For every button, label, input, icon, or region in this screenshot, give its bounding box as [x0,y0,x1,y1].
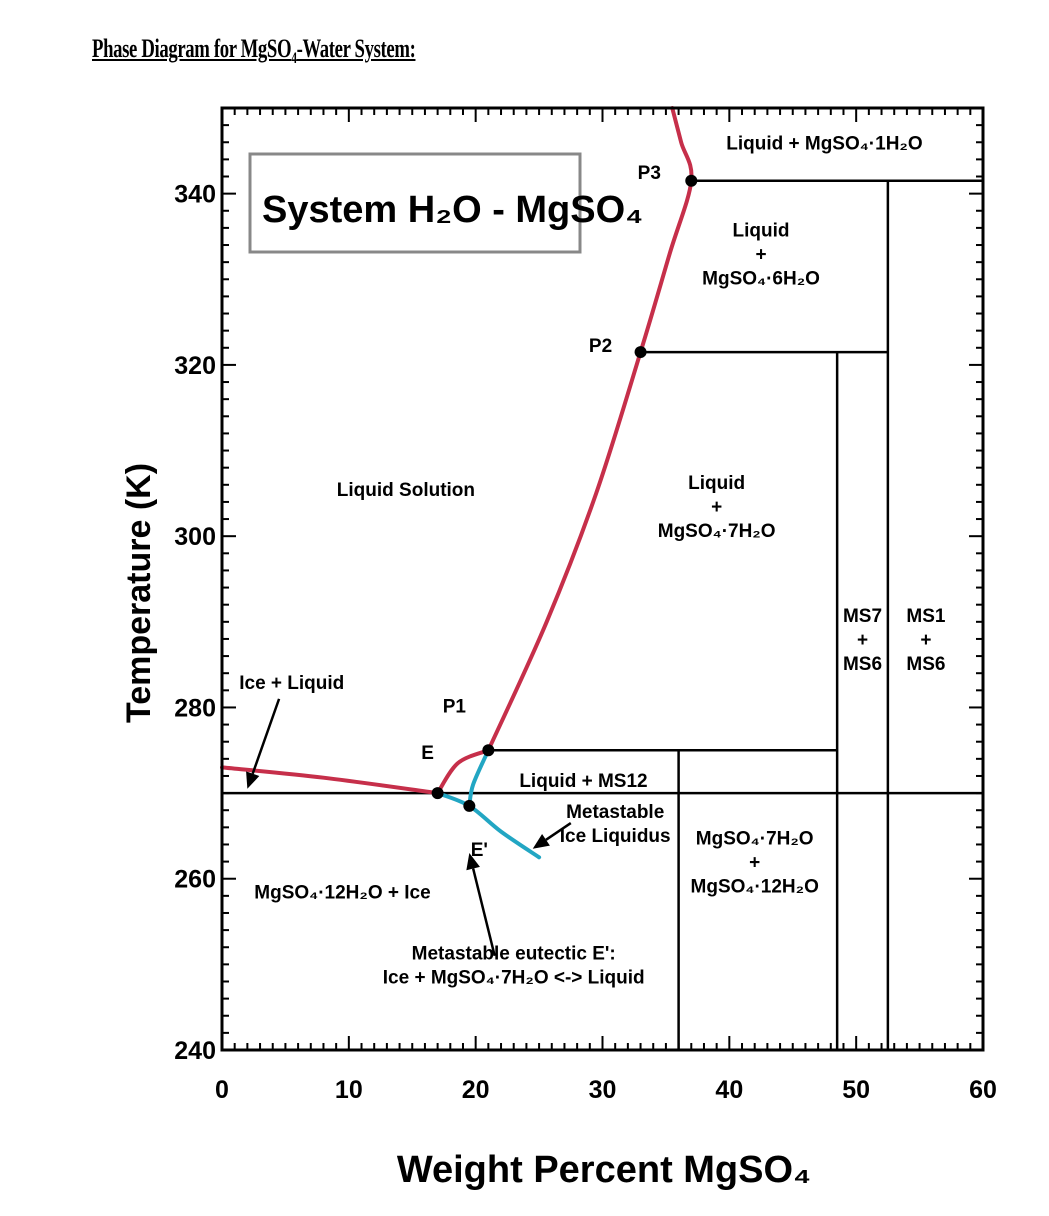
arrow-shaft [251,698,281,775]
region-label: MgSO₄·12H₂O + Ice [254,883,430,904]
region-label-line: + [857,630,868,651]
arrow-head [246,771,260,789]
arrow-shaft [545,822,572,841]
y-tick-label: 260 [174,866,216,894]
point-marker [634,346,647,359]
arrow-shaft [471,868,496,957]
region-label: MS7 + MS6 [843,606,882,675]
region-label-line: MgSO₄·6H₂O [702,269,820,290]
point-label: E [421,743,434,764]
annotation-arrows [246,698,572,957]
region-label-line: Liquid [733,221,790,242]
region-label-line: MgSO₄·12H₂O [691,877,819,898]
region-label-line: + [755,245,766,266]
region-label-line: MS7 [843,606,882,627]
region-label-line: + [711,497,722,518]
y-tick-label: 240 [174,1037,216,1065]
x-tick-label: 20 [462,1076,490,1104]
point-label: P2 [589,336,612,357]
region-label: Liquid Solution [337,480,475,501]
region-label-line: Metastable eutectic E': [412,943,616,964]
y-tick-label: 320 [174,352,216,380]
heading-subscript: 4 [291,50,297,68]
region-label-line: MS6 [843,654,882,675]
point-label: P3 [638,163,661,184]
region-label-line: MgSO₄·7H₂O [696,829,814,850]
region-label-line: Liquid + MgSO₄·1H₂O [726,133,922,154]
page-heading: Phase Diagram for MgSO4-Water System: [92,34,416,68]
region-label: Liquid + MgSO₄·6H₂O [702,221,820,290]
region-label-line: Metastable [566,802,664,823]
region-label: MgSO₄·7H₂O + MgSO₄·12H₂O [691,829,819,898]
region-label-line: MgSO₄·12H₂O + Ice [254,883,430,904]
title-box: System H₂O - MgSO₄ [248,152,643,254]
plot-frame [220,106,985,1052]
x-tick-label: 0 [215,1076,229,1104]
y-axis-label: Temperature (K) [120,463,158,723]
heading-text-end: -Water System: [296,34,416,63]
arrow-head [532,833,550,849]
region-label-line: MS1 [906,606,946,627]
region-label-line: MS6 [906,654,945,675]
x-tick-label: 30 [589,1076,617,1104]
point-marker [482,744,495,757]
metastable-curve [435,791,542,860]
diagram-title: System H₂O - MgSO₄ [262,189,643,231]
y-tick-labels: 240 260 280 300 320 340 [174,181,216,1065]
x-tick-label: 10 [335,1076,363,1104]
region-label: MS1 + MS6 [906,606,946,675]
region-label: Ice + Liquid [239,673,344,694]
liquidus-curve [435,748,491,796]
phase-boundaries [222,179,983,1050]
point-label: E' [471,840,488,861]
x-tick-label: 40 [715,1076,743,1104]
point-label: P1 [443,696,467,717]
x-tick-labels: 0 10 20 30 40 50 60 [215,1076,997,1104]
x-tick-label: 50 [842,1076,870,1104]
region-label-line: Liquid [688,473,745,494]
y-tick-label: 300 [174,523,216,551]
point-marker [463,799,476,812]
point-marker [685,174,698,187]
arrow-head [466,853,480,871]
region-label-line: Liquid + MS12 [519,771,647,792]
region-label-line: Ice + MgSO₄·7H₂O <-> Liquid [383,967,645,988]
region-label-line: MgSO₄·7H₂O [658,521,776,542]
y-tick-label: 340 [174,181,216,209]
region-label: Metastable eutectic E': Ice + MgSO₄·7H₂O … [383,943,645,988]
region-label: Liquid + MS12 [519,771,647,792]
region-label: Metastable Ice Liquidus [560,802,671,847]
region-label-line: Ice Liquidus [560,826,671,847]
region-label-line: Liquid Solution [337,480,475,501]
metastable-curve [467,748,491,808]
region-label: Liquid + MgSO₄·7H₂O [658,473,776,542]
special-points: E E' P1 P2 P3 [421,163,698,861]
region-label: Liquid + MgSO₄·1H₂O [726,133,922,154]
y-tick-label: 280 [174,694,216,722]
region-label-line: Ice + Liquid [239,673,344,694]
heading-text: Phase Diagram for MgSO [92,34,292,63]
point-marker [431,787,444,800]
liquidus-curve [220,765,440,796]
region-label-line: + [749,853,760,874]
x-tick-label: 60 [969,1076,997,1104]
x-axis-label: Weight Percent MgSO₄ [397,1149,811,1191]
region-label-line: + [920,630,931,651]
